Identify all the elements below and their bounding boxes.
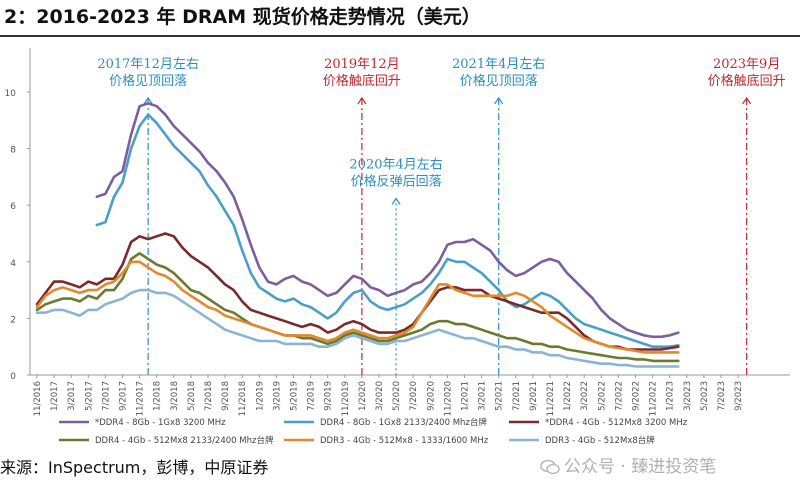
annotation-arrow bbox=[143, 96, 153, 105]
x-tick-label: 1/2023 bbox=[666, 381, 676, 411]
series-line bbox=[95, 102, 680, 339]
x-tick-label: 1/2019 bbox=[255, 381, 265, 411]
y-tick-label: 8 bbox=[10, 146, 16, 156]
series-line bbox=[35, 288, 680, 368]
series-line bbox=[35, 232, 680, 351]
y-tick-label: 6 bbox=[10, 202, 16, 212]
y-tick-label: 0 bbox=[10, 372, 16, 382]
annotation-arrow bbox=[742, 96, 752, 105]
x-tick-label: 3/2022 bbox=[580, 381, 590, 411]
chart-legend: *DDR4 - 8Gb - 1Gx8 3200 MHz DDR4 - 8Gb - … bbox=[59, 417, 688, 446]
annotation-text: 2020年4月左右 bbox=[349, 157, 442, 172]
legend-label: DDR3 - 4Gb - 512Mx8台牌 bbox=[545, 435, 655, 446]
annotation-text: 价格反弹后回落 bbox=[351, 173, 442, 189]
x-tick-label: 5/2023 bbox=[700, 381, 710, 411]
x-tick-label: 3/2017 bbox=[67, 381, 77, 411]
x-tick-label: 9/2019 bbox=[324, 381, 334, 411]
x-tick-label: 11/2021 bbox=[546, 381, 556, 416]
x-tick-label: 1/2021 bbox=[461, 381, 471, 411]
annotation-text: 价格见顶回落 bbox=[460, 73, 538, 89]
title-divider bbox=[0, 35, 800, 37]
x-tick-label: 3/2023 bbox=[683, 381, 693, 411]
legend-label: DDR4 - 8Gb - 1Gx8 2133/2400 Mhz台牌 bbox=[320, 417, 487, 428]
annotation-arrow bbox=[494, 96, 504, 105]
annotation-text: 2023年9月 bbox=[713, 57, 780, 72]
x-tick-label: 7/2021 bbox=[512, 381, 522, 411]
x-tick-label: 5/2018 bbox=[187, 381, 197, 411]
x-tick-label: 9/2022 bbox=[632, 381, 642, 411]
x-tick-label: 3/2018 bbox=[170, 381, 180, 411]
legend-label: DDR3 - 4Gb - 512Mx8 - 1333/1600 MHz bbox=[320, 436, 489, 446]
series-line bbox=[35, 260, 680, 354]
y-tick-label: 10 bbox=[5, 89, 17, 99]
x-tick-label: 7/2022 bbox=[614, 381, 624, 411]
x-tick-label: 7/2018 bbox=[204, 381, 214, 411]
x-tick-label: 1/2022 bbox=[563, 381, 573, 411]
x-tick-label: 5/2021 bbox=[495, 381, 505, 411]
annotation-text: 价格见顶回落 bbox=[109, 73, 187, 89]
annotation-arrow bbox=[391, 197, 401, 205]
chart-series bbox=[35, 102, 680, 368]
series-line bbox=[35, 252, 680, 363]
chart-axes: 0 2 4 6 8 10 11/2016 1/2017 3/2017 5/2017 7/2017 9/… bbox=[5, 48, 790, 416]
x-tick-label: 3/2019 bbox=[272, 381, 282, 411]
x-tick-label: 11/2018 bbox=[238, 381, 248, 416]
x-tick-label: 9/2018 bbox=[221, 381, 231, 411]
legend-label: DDR4 - 4Gb - 512Mx8 2133/2400 Mhz台牌 bbox=[95, 435, 274, 446]
x-tick-label: 5/2017 bbox=[84, 381, 94, 411]
x-tick-label: 9/2020 bbox=[426, 381, 436, 411]
annotation-text: 价格触底回升 bbox=[323, 73, 401, 89]
x-tick-label: 9/2021 bbox=[529, 381, 539, 411]
y-tick-label: 2 bbox=[10, 315, 16, 325]
x-tick-label: 9/2023 bbox=[734, 381, 744, 411]
annotation-text: 2019年12月 bbox=[324, 57, 400, 72]
series-line bbox=[95, 113, 680, 348]
source-note: 来源：InSpectrum，彭博，中原证券 bbox=[0, 458, 269, 477]
y-tick-label: 4 bbox=[10, 259, 16, 269]
x-tick-label: 11/2017 bbox=[136, 381, 146, 416]
x-tick-label: 5/2019 bbox=[290, 381, 300, 411]
x-tick-label: 3/2021 bbox=[478, 381, 488, 411]
x-tick-label: 7/2020 bbox=[409, 381, 419, 411]
x-tick-label: 3/2020 bbox=[375, 381, 385, 411]
legend-label: *DDR4 - 8Gb - 1Gx8 3200 MHz bbox=[95, 418, 226, 428]
x-tick-label: 5/2020 bbox=[392, 381, 402, 411]
watermark-text: 公众号 · 臻进投资笔 bbox=[564, 457, 717, 477]
chart-title: 2：2016-2023 年 DRAM 现货价格走势情况（美元） bbox=[4, 6, 481, 28]
x-tick-label: 11/2020 bbox=[443, 381, 453, 416]
x-tick-label: 11/2019 bbox=[341, 381, 351, 416]
annotation-arrow bbox=[357, 96, 367, 105]
annotation-text: 价格触底回升 bbox=[708, 73, 786, 89]
x-tick-label: 11/2022 bbox=[649, 381, 659, 416]
x-tick-label: 7/2017 bbox=[101, 381, 111, 411]
x-tick-label: 11/2016 bbox=[33, 381, 43, 416]
chart-annotations: 2017年12月左右价格见顶回落2019年12月价格触底回升2020年4月左右价… bbox=[97, 57, 786, 375]
annotation-text: 2017年12月左右 bbox=[97, 57, 199, 72]
x-tick-label: 1/2017 bbox=[50, 381, 60, 411]
x-tick-label: 1/2020 bbox=[358, 381, 368, 411]
x-tick-label: 1/2018 bbox=[153, 381, 163, 411]
x-tick-label: 5/2022 bbox=[597, 381, 607, 411]
wechat-icon bbox=[540, 459, 560, 475]
annotation-text: 2021年4月左右 bbox=[452, 57, 545, 72]
watermark: 公众号 · 臻进投资笔 bbox=[540, 454, 716, 480]
legend-label: *DDR4 - 4Gb - 512Mx8 3200 MHz bbox=[545, 418, 688, 428]
x-tick-label: 9/2017 bbox=[119, 381, 129, 411]
dram-price-chart: 0 2 4 6 8 10 11/2016 1/2017 3/2017 5/2017 7/2017 9/… bbox=[5, 48, 790, 446]
x-tick-label: 7/2023 bbox=[717, 381, 727, 411]
x-tick-label: 7/2019 bbox=[307, 381, 317, 411]
